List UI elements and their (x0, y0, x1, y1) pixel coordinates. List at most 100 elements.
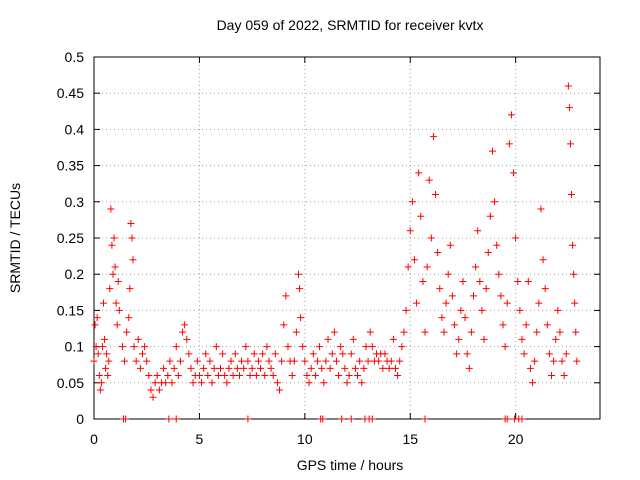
data-point (335, 372, 343, 380)
data-point (560, 372, 568, 380)
data-point (432, 191, 440, 199)
data-point (238, 357, 246, 365)
data-point (330, 328, 338, 336)
y-tick-label: 0.5 (65, 49, 85, 65)
data-point (535, 299, 543, 307)
data-point (429, 133, 437, 141)
data-point (438, 314, 446, 322)
x-tick-label: 20 (508, 431, 524, 447)
data-point (488, 147, 496, 155)
data-point (324, 335, 332, 343)
x-tick-label: 15 (402, 431, 418, 447)
data-point (501, 343, 509, 351)
data-point (356, 357, 364, 365)
data-point (503, 299, 511, 307)
data-point (174, 372, 182, 380)
data-point (246, 372, 254, 380)
data-point (225, 364, 233, 372)
data-point (129, 256, 137, 264)
data-point (569, 241, 577, 249)
data-point (318, 364, 326, 372)
data-point (467, 328, 475, 336)
data-point (259, 350, 267, 358)
data-point (499, 321, 507, 329)
data-point (566, 140, 574, 148)
data-point (128, 234, 136, 242)
data-point (125, 314, 133, 322)
data-point (345, 372, 353, 380)
data-point (96, 386, 104, 394)
data-point (347, 350, 355, 358)
data-point (227, 357, 235, 365)
data-point (269, 372, 277, 380)
data-point (145, 372, 153, 380)
data-point (200, 364, 208, 372)
data-point (271, 350, 279, 358)
data-point (533, 328, 541, 336)
data-point (95, 372, 103, 380)
data-point (110, 234, 118, 242)
data-point (503, 415, 511, 423)
data-point (121, 357, 129, 365)
data-point (328, 350, 336, 358)
data-point (362, 343, 370, 351)
data-point (568, 191, 576, 199)
data-point (562, 350, 570, 358)
data-point (408, 198, 416, 206)
data-point (410, 256, 418, 264)
x-axis-label: GPS time / hours (297, 457, 404, 473)
data-point (368, 415, 376, 423)
data-point (98, 343, 106, 351)
data-point (94, 350, 102, 358)
data-point (288, 372, 296, 380)
data-point (529, 379, 537, 387)
data-point (381, 350, 389, 358)
x-tick-label: 0 (90, 431, 98, 447)
data-point (280, 321, 288, 329)
data-point (564, 82, 572, 90)
data-point (202, 350, 210, 358)
data-point (474, 227, 482, 235)
data-point (573, 357, 581, 365)
data-point (543, 321, 551, 329)
data-point (189, 379, 197, 387)
data-point (107, 205, 115, 213)
x-tick-label: 5 (196, 431, 204, 447)
data-point (360, 364, 368, 372)
data-point (332, 357, 340, 365)
grid-lines (94, 57, 600, 419)
data-point (358, 379, 366, 387)
data-point (554, 306, 562, 314)
data-point (254, 357, 262, 365)
data-point (571, 299, 579, 307)
data-point (223, 379, 231, 387)
data-point (480, 335, 488, 343)
y-tick-label: 0.15 (57, 302, 84, 318)
data-point (193, 357, 201, 365)
data-point (497, 292, 505, 300)
data-point (385, 364, 393, 372)
data-point (531, 357, 539, 365)
data-point (138, 350, 146, 358)
data-point (446, 241, 454, 249)
data-point (507, 111, 515, 119)
data-point (108, 241, 116, 249)
data-point (518, 335, 526, 343)
data-point (539, 256, 547, 264)
data-point (311, 372, 319, 380)
data-point (455, 335, 463, 343)
data-point (451, 321, 459, 329)
data-point (387, 357, 395, 365)
data-point (273, 379, 281, 387)
data-point (548, 372, 556, 380)
data-point (235, 372, 243, 380)
data-point (423, 263, 431, 271)
data-point (526, 364, 534, 372)
data-point (482, 285, 490, 293)
data-point (103, 350, 111, 358)
data-point (338, 415, 346, 423)
data-point (491, 198, 499, 206)
data-point (493, 241, 501, 249)
data-point (282, 292, 290, 300)
data-point (415, 169, 423, 177)
